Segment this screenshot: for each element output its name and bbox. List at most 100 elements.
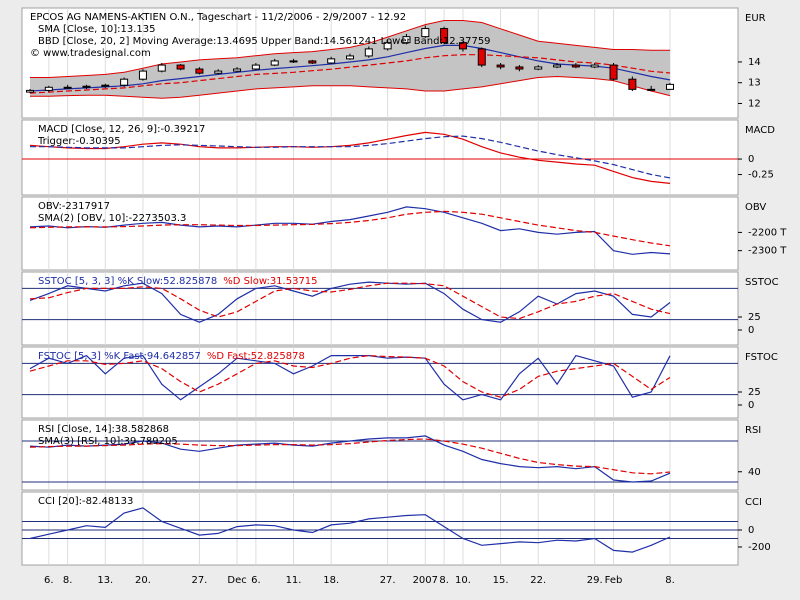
x-tick-label: 29. (587, 575, 603, 586)
y-tick-label: 0 (748, 525, 754, 536)
legend-entry: BBD [Close, 20, 2] Moving Average:13.469… (38, 36, 491, 47)
candle-body (628, 78, 637, 90)
band-line (30, 20, 670, 78)
candle-body (421, 28, 430, 38)
y-axis-label: MACD (745, 125, 775, 136)
legend-entry: Trigger:-0.30395 (37, 136, 121, 147)
candle-body (82, 85, 91, 88)
legend-entry: SMA(3) [RSI, 10]:39.789205 (38, 436, 178, 447)
candle-body (157, 64, 166, 72)
legend-entry: OBV:-2317917 (38, 201, 110, 212)
candle-body (120, 78, 129, 86)
y-axis-label: SSTOC (745, 277, 779, 288)
candle-body (571, 64, 580, 68)
x-tick-label: 8. (665, 575, 675, 586)
candle-body (590, 64, 599, 68)
legend-entry: CCI [20]:-82.48133 (38, 496, 133, 507)
candle-body (308, 60, 317, 64)
series-line (29, 131, 671, 184)
candle-body (647, 88, 656, 91)
watermark: © www.tradesignal.com (30, 48, 151, 59)
candle-body (609, 64, 618, 80)
x-tick-label: Feb (605, 575, 623, 586)
x-tick-label: 15. (493, 575, 509, 586)
y-tick-label: 25 (748, 387, 761, 398)
legend-entry: FSTOC [5, 3] %K Fast:94.642857 (38, 351, 201, 362)
series-line (29, 282, 671, 320)
x-tick-label: 20. (135, 575, 151, 586)
series-line (29, 44, 671, 92)
y-axis-label: EUR (745, 13, 766, 24)
chart-title: EPCOS AG NAMENS-AKTIEN O.N., Tageschart … (30, 12, 406, 23)
y-tick-label: 12 (748, 98, 761, 109)
candle-body (364, 48, 373, 57)
series-line (29, 210, 671, 247)
candle-body (346, 55, 354, 60)
x-tick-label: 8. (63, 575, 73, 586)
series-line (29, 507, 671, 553)
candle-body (440, 28, 449, 44)
panel (21, 491, 739, 566)
series-line (30, 135, 671, 179)
x-tick-label: Dec (227, 575, 246, 586)
candle-body (251, 64, 260, 70)
candle-body (515, 66, 524, 70)
series-line (29, 435, 671, 483)
candle-body (477, 48, 486, 66)
legend-entry: MACD [Close, 12, 26, 9]:-0.39217 (38, 124, 205, 135)
y-tick-label: 14 (748, 57, 761, 68)
legend: FSTOC [5, 3] %K Fast:94.642857 %D Fast:52… (38, 351, 305, 362)
legend-entry: SMA(2) [OBV, 10]:-2273503.3 (38, 213, 186, 224)
y-tick-label: 0 (748, 154, 754, 165)
y-tick-label: -0.25 (748, 170, 774, 181)
candle-body (176, 64, 185, 70)
candle-body (26, 89, 34, 93)
x-tick-label: 6. (44, 575, 54, 586)
band-line (30, 75, 671, 99)
y-axis-label: RSI (745, 425, 761, 436)
candle-body (534, 66, 543, 70)
candle-body (458, 42, 467, 50)
y-axis-label: OBV (745, 202, 766, 213)
candle-body (553, 64, 562, 68)
legend-entry: %D Slow:31.53715 (223, 276, 317, 287)
candle-body (233, 68, 242, 72)
candle-body (214, 70, 223, 74)
y-axis-label: CCI (745, 497, 762, 508)
candle-body (402, 36, 411, 44)
panel (21, 119, 739, 196)
candle-body (138, 70, 147, 80)
x-tick-label: 18. (323, 575, 339, 586)
y-tick-label: 40 (748, 467, 761, 478)
y-tick-label: 25 (748, 312, 761, 323)
series-line (29, 206, 671, 255)
candle-body (63, 86, 72, 89)
y-tick-label: 13 (748, 78, 761, 89)
y-tick-label: 0 (748, 325, 754, 336)
panel (21, 419, 739, 491)
legend-entry: RSI [Close, 14]:38.582868 (38, 424, 169, 435)
x-tick-label: 6. (251, 575, 261, 586)
legend: SSTOC [5, 3, 3] %K Slow:52.825878 %D Slow… (38, 276, 318, 287)
series-line (29, 354, 671, 401)
x-tick-label: 11. (286, 575, 302, 586)
candle-body (195, 68, 204, 74)
y-tick-label: -200 (748, 542, 771, 553)
candle-body (101, 84, 110, 87)
candle-body (383, 42, 392, 50)
candle-body (496, 64, 505, 68)
candle-body (44, 86, 53, 91)
candle-body (289, 60, 298, 63)
panel (21, 346, 739, 419)
candle-body (270, 60, 279, 66)
x-tick-label: 13. (97, 575, 113, 586)
x-tick-label: 22. (530, 575, 546, 586)
legend-entry: SSTOC [5, 3, 3] %K Slow:52.825878 (38, 276, 217, 287)
candle-body (666, 83, 674, 90)
y-axis-label: FSTOC (745, 352, 778, 363)
x-tick-label: 10. (455, 575, 471, 586)
y-tick-label: -2300 T (748, 246, 787, 257)
legend-entry: %D Fast:52.825878 (207, 351, 305, 362)
x-tick-label: 2007 (413, 575, 438, 586)
